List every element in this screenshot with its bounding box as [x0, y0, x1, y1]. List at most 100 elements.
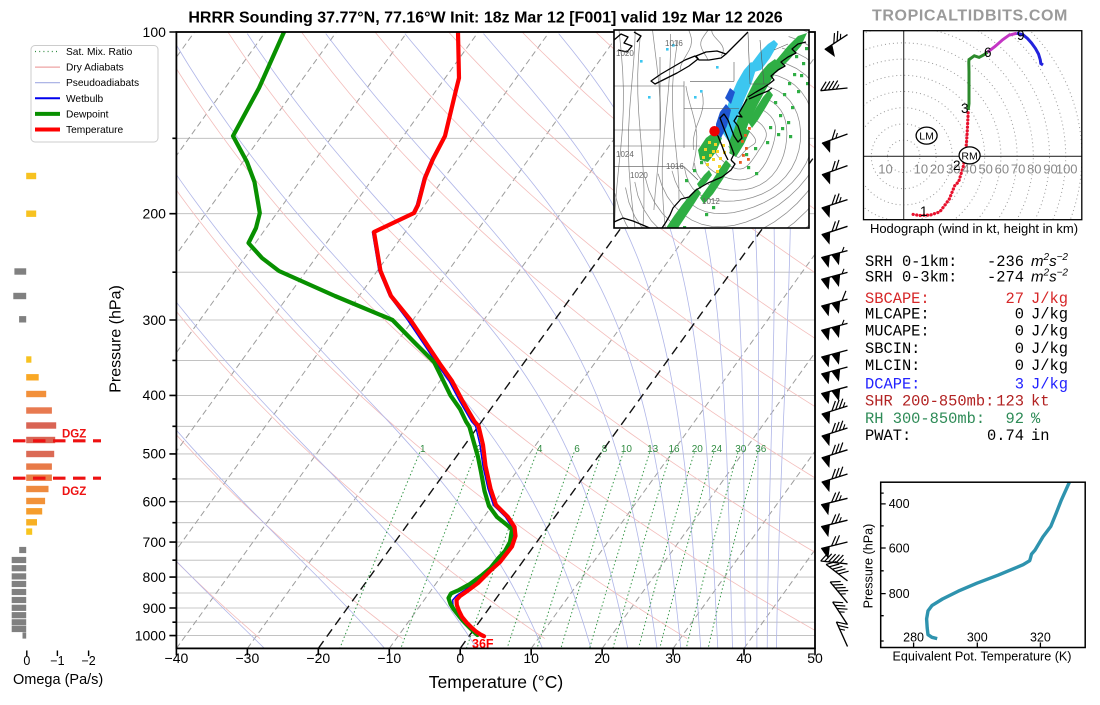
svg-text:92: 92 — [1006, 410, 1024, 428]
svg-text:J/kg: J/kg — [1031, 290, 1068, 308]
svg-text:10: 10 — [523, 650, 539, 666]
svg-text:1000: 1000 — [135, 627, 166, 643]
svg-text:24: 24 — [711, 444, 723, 455]
svg-text:70: 70 — [1011, 162, 1025, 177]
svg-text:0: 0 — [1015, 357, 1024, 375]
svg-text:20: 20 — [930, 162, 944, 177]
svg-text:TROPICALTIDBITS.COM: TROPICALTIDBITS.COM — [872, 8, 1068, 25]
svg-text:MUCAPE:: MUCAPE: — [865, 323, 930, 341]
svg-text:900: 900 — [143, 600, 167, 616]
svg-text:Wetbulb: Wetbulb — [66, 94, 104, 105]
svg-text:8: 8 — [602, 444, 608, 455]
svg-text:Sat. Mix. Ratio: Sat. Mix. Ratio — [66, 47, 133, 58]
svg-text:SRH 0-3km:: SRH 0-3km: — [865, 269, 957, 287]
svg-text:20: 20 — [692, 444, 704, 455]
svg-text:1016: 1016 — [665, 39, 683, 48]
svg-text:50: 50 — [978, 162, 992, 177]
svg-text:HRRR Sounding 37.77°N, 77.16°W: HRRR Sounding 37.77°N, 77.16°W Init: 18z… — [188, 10, 782, 27]
svg-text:Hodograph (wind in kt, height: Hodograph (wind in kt, height in km) — [870, 221, 1078, 236]
svg-text:−20: −20 — [306, 650, 330, 666]
svg-text:40: 40 — [736, 650, 752, 666]
svg-text:6: 6 — [984, 45, 992, 60]
svg-text:30: 30 — [665, 650, 681, 666]
svg-text:10: 10 — [914, 162, 928, 177]
svg-text:36: 36 — [755, 444, 767, 455]
svg-text:100: 100 — [143, 24, 167, 40]
svg-text:0: 0 — [1015, 323, 1024, 341]
svg-text:0: 0 — [456, 650, 464, 666]
svg-text:Pseudoadiabats: Pseudoadiabats — [66, 78, 139, 89]
svg-text:J/kg: J/kg — [1031, 376, 1068, 394]
svg-text:SHR 200-850mb:: SHR 200-850mb: — [865, 393, 994, 411]
svg-text:2: 2 — [476, 444, 482, 455]
svg-text:3: 3 — [1015, 376, 1024, 394]
svg-text:600: 600 — [143, 494, 167, 510]
svg-text:90: 90 — [1043, 162, 1057, 177]
svg-text:600: 600 — [889, 541, 910, 555]
svg-text:J/kg: J/kg — [1031, 306, 1068, 324]
svg-text:Dry Adiabats: Dry Adiabats — [66, 63, 124, 74]
svg-text:RH 300-850mb:: RH 300-850mb: — [865, 410, 985, 428]
svg-text:280: 280 — [903, 631, 924, 645]
svg-text:SBCIN:: SBCIN: — [865, 340, 920, 358]
svg-text:RM: RM — [961, 150, 977, 162]
svg-text:−40: −40 — [165, 650, 189, 666]
svg-text:9: 9 — [1017, 28, 1025, 43]
svg-text:Pressure (hPa): Pressure (hPa) — [862, 524, 876, 609]
svg-text:200: 200 — [143, 206, 167, 222]
svg-text:6: 6 — [574, 444, 580, 455]
svg-text:1020: 1020 — [630, 171, 648, 180]
svg-text:700: 700 — [143, 534, 167, 550]
svg-text:1020: 1020 — [616, 49, 634, 58]
svg-text:Omega (Pa/s): Omega (Pa/s) — [13, 672, 103, 688]
svg-text:1016: 1016 — [666, 162, 684, 171]
svg-text:123: 123 — [996, 393, 1024, 411]
svg-text:20: 20 — [594, 650, 610, 666]
svg-text:−1: −1 — [50, 654, 64, 668]
svg-text:-236: -236 — [987, 253, 1024, 271]
svg-text:Equivalent Pot. Temperature (K: Equivalent Pot. Temperature (K) — [893, 650, 1072, 664]
svg-text:−10: −10 — [377, 650, 401, 666]
svg-text:SBCAPE:: SBCAPE: — [865, 290, 930, 308]
svg-text:Temperature (°C): Temperature (°C) — [429, 672, 563, 692]
svg-text:%: % — [1031, 410, 1041, 428]
svg-text:2: 2 — [953, 158, 961, 173]
svg-text:LM: LM — [919, 131, 934, 143]
svg-text:30: 30 — [735, 444, 747, 455]
svg-text:27: 27 — [1006, 290, 1024, 308]
svg-text:100: 100 — [1056, 162, 1078, 177]
svg-text:DGZ: DGZ — [62, 486, 86, 498]
svg-text:0.74: 0.74 — [987, 427, 1024, 445]
svg-text:Temperature: Temperature — [66, 125, 124, 136]
svg-text:−30: −30 — [235, 650, 259, 666]
svg-text:60: 60 — [995, 162, 1009, 177]
svg-text:Dewpoint: Dewpoint — [66, 109, 109, 120]
svg-text:1: 1 — [420, 444, 426, 455]
svg-text:4: 4 — [537, 444, 543, 455]
svg-text:30: 30 — [946, 162, 960, 177]
svg-text:1024: 1024 — [616, 150, 634, 159]
svg-text:PWAT:: PWAT: — [865, 427, 911, 445]
svg-text:10: 10 — [621, 444, 633, 455]
svg-text:1: 1 — [920, 204, 928, 219]
svg-text:500: 500 — [143, 446, 167, 462]
svg-text:MLCIN:: MLCIN: — [865, 357, 920, 375]
svg-text:50: 50 — [807, 650, 823, 666]
svg-text:J/kg: J/kg — [1031, 323, 1068, 341]
svg-text:DGZ: DGZ — [62, 429, 86, 441]
svg-text:80: 80 — [1027, 162, 1041, 177]
svg-text:400: 400 — [143, 387, 167, 403]
svg-text:1012: 1012 — [702, 197, 720, 206]
svg-text:J/kg: J/kg — [1031, 357, 1068, 375]
svg-text:0: 0 — [1015, 340, 1024, 358]
svg-text:in: in — [1031, 427, 1049, 445]
svg-text:-274: -274 — [987, 269, 1024, 287]
svg-text:13: 13 — [647, 444, 659, 455]
svg-text:3: 3 — [961, 101, 969, 116]
svg-text:40: 40 — [962, 162, 976, 177]
svg-text:320: 320 — [1030, 631, 1051, 645]
svg-text:36F: 36F — [472, 637, 494, 651]
svg-text:300: 300 — [967, 631, 988, 645]
svg-text:Pressure (hPa): Pressure (hPa) — [108, 285, 125, 393]
svg-text:0: 0 — [23, 654, 30, 668]
